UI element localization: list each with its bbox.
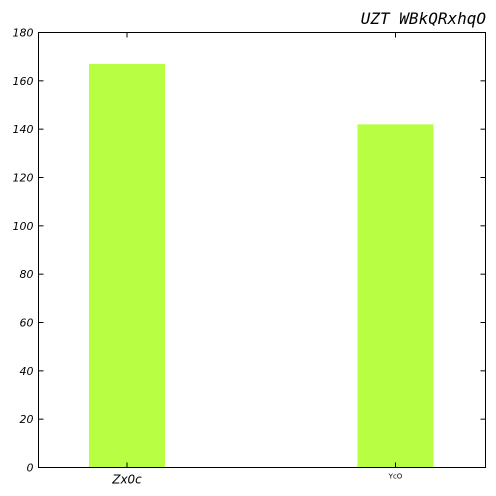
bars-group: [89, 63, 434, 468]
x-tick-label: YcO: [388, 473, 403, 481]
y-tick-label: 0: [27, 462, 34, 475]
bar-zx0c: [89, 63, 165, 468]
x-tick-label: Zx0c: [111, 473, 142, 487]
bar-yco: [357, 124, 434, 468]
x-axis: Zx0c YcO: [111, 32, 403, 487]
y-tick-label: 80: [20, 268, 34, 281]
y-axis: 0 20 40 60 80 100 120 140 160 180: [13, 27, 486, 475]
y-tick-label: 140: [13, 123, 34, 136]
chart-title: UZT WBkQRxhqO: [361, 9, 486, 28]
y-tick-label: 100: [13, 220, 34, 233]
y-tick-label: 180: [13, 27, 34, 40]
plot-frame: [38, 32, 486, 468]
y-tick-label: 160: [13, 75, 34, 88]
y-tick-label: 60: [20, 317, 34, 330]
y-tick-label: 40: [20, 365, 34, 378]
y-tick-label: 20: [20, 413, 34, 426]
y-tick-label: 120: [13, 172, 34, 185]
